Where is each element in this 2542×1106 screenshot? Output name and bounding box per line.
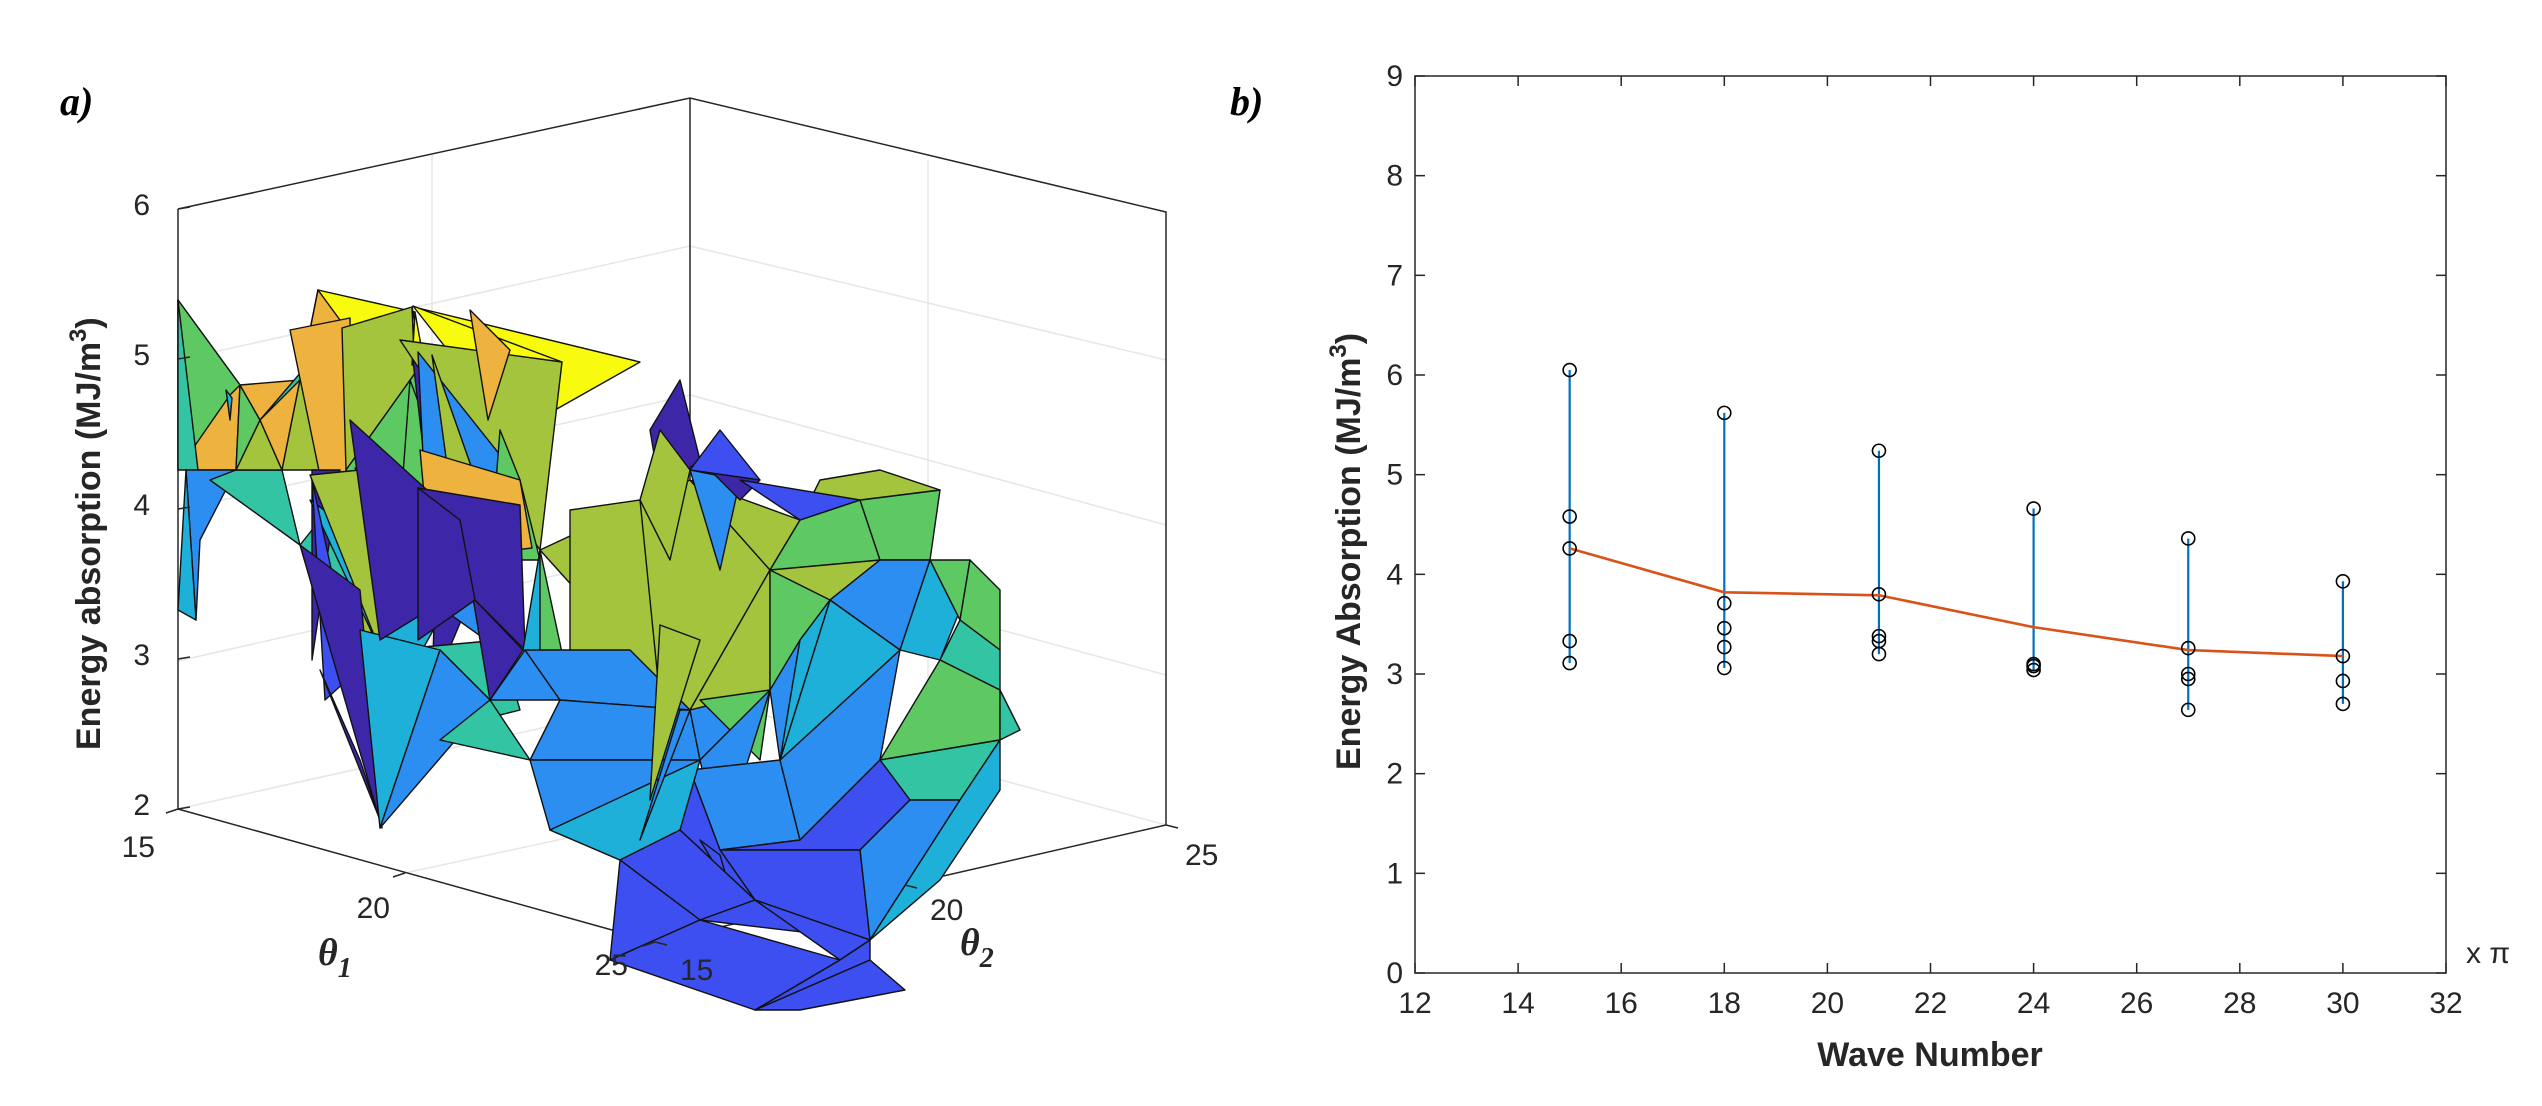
- y-tick-label: 8: [1386, 160, 1403, 193]
- x-tick-label: 14: [1501, 987, 1534, 1020]
- theta1-axis: 15 20 25 θ1: [122, 808, 656, 984]
- y-tick-label: 4: [1386, 558, 1403, 591]
- surface-facet: [779, 599, 831, 761]
- x-tick-label: 32: [2429, 987, 2462, 1020]
- sample-marker: [1717, 405, 1732, 421]
- x-tick-label: 12: [1398, 987, 1431, 1020]
- z-axis-title: Energy absorption (MJ/m3): [65, 317, 108, 750]
- surface-facet: [522, 549, 541, 656]
- z-tick: 6: [133, 189, 150, 222]
- sample-marker: [1871, 586, 1887, 602]
- stems: [1568, 370, 2344, 710]
- surface-facet: [319, 669, 381, 821]
- sample-marker: [1871, 443, 1887, 459]
- sample-marker: [1562, 509, 1577, 524]
- sample-marker: [2026, 501, 2041, 516]
- sample-markers: [1562, 362, 2351, 718]
- theta2-tick: 25: [1185, 839, 1218, 872]
- sample-marker: [2335, 696, 2351, 712]
- mean-line: [1569, 547, 2343, 658]
- surface-facet: [999, 689, 1021, 741]
- sample-marker: [2180, 702, 2196, 718]
- sample-marker: [1562, 633, 1577, 649]
- y-tick-label: 9: [1386, 60, 1403, 93]
- y-tick-label: 6: [1386, 359, 1403, 392]
- sample-marker: [2180, 640, 2196, 656]
- mean-series: [1569, 547, 2343, 658]
- sample-marker: [2335, 574, 2351, 589]
- sample-marker: [2180, 666, 2196, 682]
- sample-marker: [2335, 673, 2351, 689]
- surface-facet: [379, 649, 491, 829]
- surface-facet: [177, 469, 197, 621]
- surface-facet: [209, 469, 301, 546]
- theta2-axis: 15 20 25 θ2: [654, 824, 1218, 987]
- sample-marker: [1717, 595, 1732, 611]
- energy-surface: [177, 289, 1021, 1011]
- theta1-tick: 15: [122, 831, 155, 864]
- y-tick-label: 3: [1386, 658, 1403, 691]
- x-tick-label: 28: [2223, 987, 2256, 1020]
- x-tick-label: 18: [1708, 987, 1741, 1020]
- theta2-tick: 15: [680, 954, 713, 987]
- y-tick-label: 7: [1386, 259, 1403, 292]
- z-tick: 2: [133, 789, 150, 822]
- x-tick-label: 20: [1811, 987, 1844, 1020]
- sample-marker: [2026, 658, 2041, 674]
- z-tick: 3: [133, 639, 150, 672]
- sample-marker: [1717, 620, 1732, 636]
- x-multiplier: x π: [2466, 937, 2510, 970]
- theta1-axis-title: θ1: [318, 932, 352, 984]
- z-axis: 2 3 4 5 6 Energy absorption (MJ/m3): [65, 189, 191, 822]
- surface-facet: [639, 709, 691, 841]
- sample-marker: [2335, 648, 2351, 664]
- panel-a: a): [60, 79, 1218, 1011]
- x-tick-label: 26: [2120, 987, 2153, 1020]
- theta1-tick: 25: [595, 949, 628, 982]
- theta2-tick: 20: [930, 894, 963, 927]
- panel-a-label: a): [60, 79, 93, 124]
- sample-marker: [1717, 639, 1732, 655]
- sample-marker: [1562, 541, 1577, 556]
- sample-marker: [2180, 671, 2196, 687]
- surface-facet: [869, 739, 1001, 941]
- x-tick-label: 24: [2017, 987, 2050, 1020]
- x-tick-label: 16: [1605, 987, 1638, 1020]
- x-axis: 12 14 16 18 20 22 24 26 28 30 32: [1398, 76, 2463, 1020]
- surface-facet: [439, 699, 531, 761]
- theta1-tick: 20: [357, 892, 390, 925]
- y-tick-label: 1: [1386, 857, 1403, 890]
- surface-facet: [754, 959, 906, 1011]
- y-tick-label: 2: [1386, 758, 1403, 791]
- surface-facet: [225, 389, 233, 421]
- x-axis-title: Wave Number: [1817, 1036, 2042, 1074]
- sample-marker: [2180, 531, 2196, 546]
- surface-facet: [739, 479, 861, 521]
- y-axis-title: Energy Absorption (MJ/m3): [1325, 333, 1368, 770]
- surface-facet: [689, 429, 761, 481]
- y-tick-label: 0: [1386, 957, 1403, 990]
- panel-b-label: b): [1230, 79, 1263, 124]
- theta2-axis-title: θ2: [960, 922, 994, 974]
- surface-facet: [649, 624, 701, 801]
- sample-marker: [1562, 655, 1577, 671]
- sample-marker: [1562, 362, 1577, 378]
- y-tick-label: 5: [1386, 459, 1403, 492]
- surface-facet: [469, 309, 511, 421]
- z-tick: 4: [133, 489, 150, 522]
- x-tick-label: 30: [2326, 987, 2359, 1020]
- z-tick: 5: [133, 339, 150, 372]
- x-tick-label: 22: [1914, 987, 1947, 1020]
- y-axis: 0 1 2 3 4 5 6 7 8 9: [1386, 60, 2446, 990]
- surface-facet: [417, 487, 476, 641]
- sample-marker: [1717, 660, 1732, 676]
- sample-marker: [1871, 628, 1887, 644]
- sample-marker: [2026, 662, 2041, 678]
- sample-marker: [1871, 646, 1887, 662]
